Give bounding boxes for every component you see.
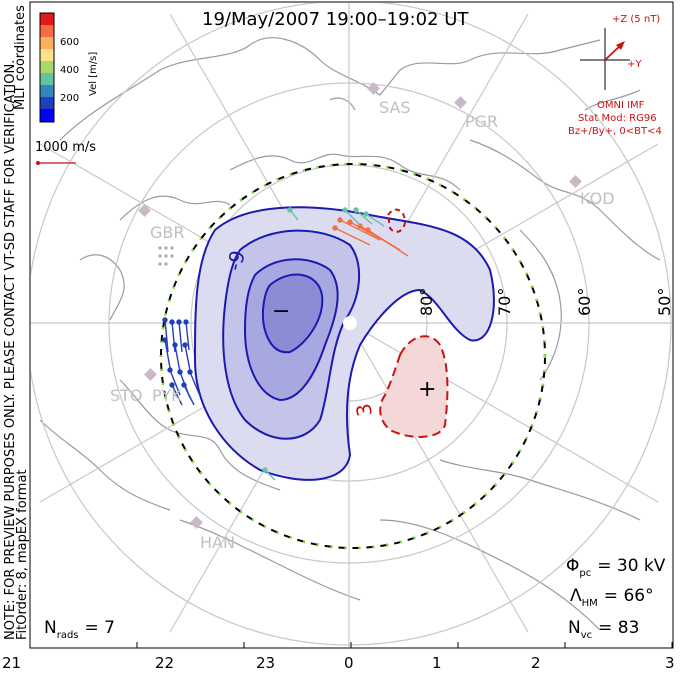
map-title: 19/May/2007 19:00–19:02 UT <box>202 9 469 30</box>
colorbar-label: Vel [m/s] <box>88 52 99 96</box>
fit-order: FitOrder: 8, mapEX format <box>15 469 30 640</box>
station-label-pgr: PGR <box>465 112 498 131</box>
mlt-tick-23: 23 <box>256 654 275 672</box>
stat-mod-label: Stat Mod: RG96 <box>578 113 657 124</box>
mlt-tick-1: 1 <box>432 654 442 672</box>
colorbar-tick-200: 200 <box>60 93 79 104</box>
lat-label-60: 60° <box>575 288 594 316</box>
minus-cell-core <box>261 273 324 354</box>
stat-lambda-hm-value: = 66° <box>604 586 654 606</box>
mlt-tick-21: 21 <box>2 654 21 672</box>
contour-label-plus: 3 <box>351 402 377 419</box>
station-label-kod: KOD <box>580 189 615 208</box>
lat-label-70: 70° <box>495 288 514 316</box>
stat-n-vc-value: = 83 <box>598 618 639 638</box>
colorbar-tick-400: 400 <box>60 65 79 76</box>
colorbar-seg-7 <box>40 97 54 109</box>
mlt-tick-3: 3 <box>665 654 675 672</box>
imf-plus-z-label: +Z (5 nT) <box>612 14 660 25</box>
imf-dial <box>580 28 630 90</box>
stat-phi-pc-value: = 30 kV <box>597 556 666 576</box>
station-label-gbr: GBR <box>150 223 185 242</box>
imf-plus-y-label: +Y <box>627 59 642 70</box>
pole-marker <box>343 316 357 330</box>
colorbar-seg-2 <box>40 37 54 49</box>
heppner-maynard-boundary-dots <box>159 162 547 550</box>
station-label-han: HAN <box>200 533 235 552</box>
colorbar-seg-1 <box>40 25 54 37</box>
stat-n-rads-sub: rads <box>57 630 79 641</box>
colorbar-seg-5 <box>40 73 54 85</box>
stat-lambda-hm: ΛHM = 66° <box>570 586 654 609</box>
station-label-sto: STO <box>110 386 143 405</box>
lat-label-80: 80° <box>417 288 436 316</box>
stat-n-vc-sub: vc <box>581 630 592 641</box>
colorbar-seg-3 <box>40 49 54 61</box>
stat-n-rads-symbol: N <box>44 618 57 638</box>
station-label-pyk: PYK <box>152 386 182 405</box>
stat-phi-pc-symbol: Φ <box>566 556 579 576</box>
mlt-tick-2: 2 <box>531 654 541 672</box>
stat-phi-pc-sub: pc <box>579 568 591 579</box>
mlt-tick-22: 22 <box>155 654 174 672</box>
mlt-axis <box>29 642 673 648</box>
coord-label: MLT coordinates <box>13 5 28 110</box>
stat-lambda-hm-symbol: Λ <box>570 586 582 606</box>
plus-cell <box>379 335 449 438</box>
stat-phi-pc: Φpc = 30 kV <box>566 556 666 579</box>
preview-note: NOTE: FOR PREVIEW PURPOSES ONLY. PLEASE … <box>3 60 18 640</box>
colorbar-seg-0 <box>40 13 54 25</box>
mlt-tick-0: 0 <box>344 654 354 672</box>
colorbar-seg-8 <box>40 109 54 122</box>
ref-vector-label: 1000 m/s <box>35 140 96 155</box>
stat-n-rads: Nrads = 7 <box>44 618 115 641</box>
bz-by-label: Bz+/By+, 0<BT<4 <box>568 126 662 137</box>
velocity-colorbar: 600 400 200 Vel [m/s] <box>39 12 99 123</box>
station-label-sas: SAS <box>379 98 411 117</box>
stat-n-rads-value: = 7 <box>85 618 115 638</box>
colorbar-seg-6 <box>40 85 54 97</box>
stat-lambda-hm-sub: HM <box>582 598 598 609</box>
omni-imf-label: OMNI IMF <box>597 100 645 111</box>
colorbar-tick-600: 600 <box>60 37 79 48</box>
minus-cell-sign: − <box>272 299 290 324</box>
ref-vector-origin <box>36 161 40 165</box>
colorbar-seg-4 <box>40 61 54 73</box>
lat-label-50: 50° <box>655 288 674 316</box>
stat-n-vc-symbol: N <box>568 618 581 638</box>
stat-n-vc: Nvc = 83 <box>568 618 639 641</box>
plus-cell-sign: + <box>418 377 436 402</box>
velocity-vectors <box>158 207 409 481</box>
